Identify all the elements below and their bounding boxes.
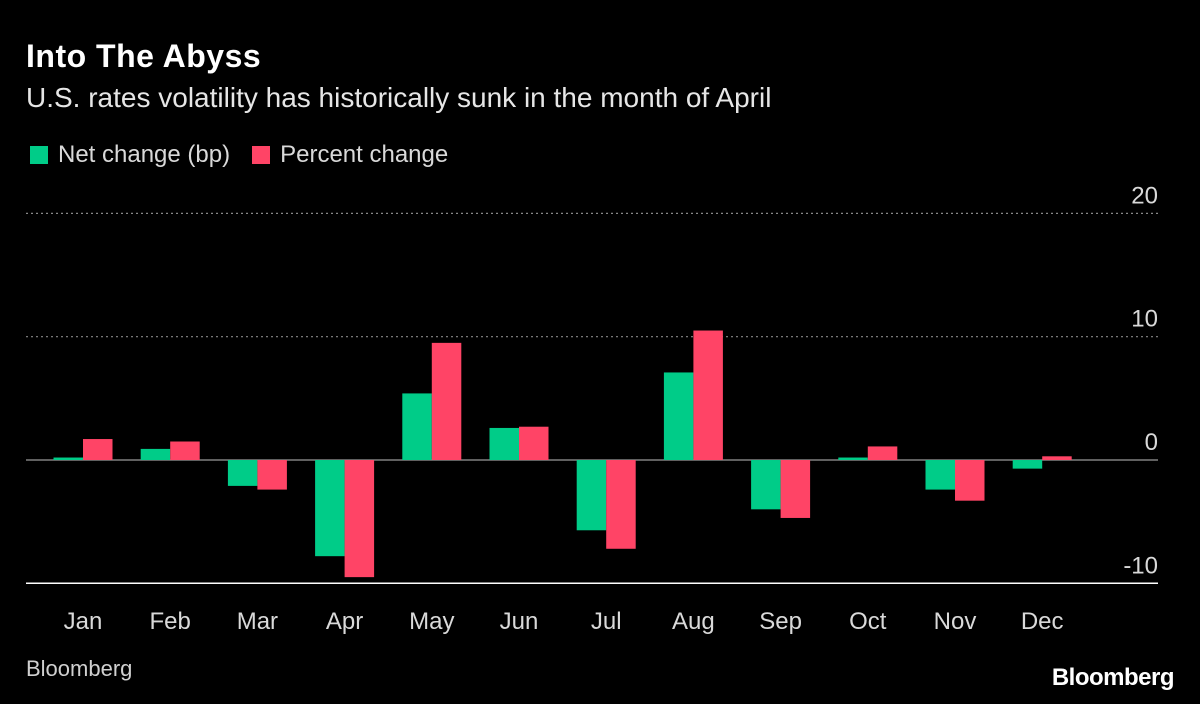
legend-label-percent-change: Percent change xyxy=(280,141,449,168)
x-tick-label: May xyxy=(409,608,454,635)
bar-percent-change-mar xyxy=(257,460,287,490)
bar-net-change-jun xyxy=(489,427,519,460)
y-tick-label: 10 xyxy=(1131,306,1158,333)
bar-percent-change-nov xyxy=(955,460,985,501)
legend: Net change (bp) Percent change xyxy=(30,141,470,169)
x-tick-label: Jul xyxy=(591,608,622,635)
bar-net-change-mar xyxy=(227,460,258,486)
bar-net-change-apr xyxy=(315,460,345,557)
y-tick-label: 20 xyxy=(1131,182,1158,209)
source-note: Bloomberg xyxy=(26,656,133,681)
chart-subtitle: U.S. rates volatility has historically s… xyxy=(26,82,772,113)
bar-net-change-may xyxy=(402,393,432,460)
x-tick-label: Nov xyxy=(934,608,977,635)
legend-item-net-change: Net change (bp) xyxy=(30,141,230,169)
bar-percent-change-jul xyxy=(606,460,636,549)
x-tick-label: Jan xyxy=(64,608,103,635)
bloomberg-logo: Bloomberg xyxy=(1051,664,1175,691)
legend-swatch-percent-change xyxy=(252,146,271,164)
bar-net-change-aug xyxy=(663,372,694,460)
legend-item-percent-change: Percent change xyxy=(252,141,448,169)
bar-net-change-dec xyxy=(1012,460,1043,469)
bar-net-change-feb xyxy=(140,448,171,460)
legend-swatch-net-change xyxy=(30,146,48,164)
bar-percent-change-apr xyxy=(344,460,375,578)
x-tick-label: Oct xyxy=(849,608,887,635)
y-tick-label: -10 xyxy=(1123,552,1158,579)
bar-net-change-oct xyxy=(838,457,868,460)
y-tick-label: 0 xyxy=(1145,429,1158,456)
bar-percent-change-may xyxy=(431,342,462,460)
x-tick-label: Aug xyxy=(672,608,715,635)
bar-net-change-nov xyxy=(925,460,955,490)
bar-percent-change-dec xyxy=(1042,456,1072,460)
bar-net-change-sep xyxy=(751,460,781,510)
x-tick-label: Apr xyxy=(326,608,363,635)
legend-label-net-change: Net change (bp) xyxy=(58,141,231,168)
x-tick-label: Mar xyxy=(237,608,278,635)
chart-title: Into The Abyss xyxy=(26,38,262,74)
bar-percent-change-feb xyxy=(170,441,200,460)
x-tick-label: Jun xyxy=(500,608,539,635)
bar-net-change-jul xyxy=(576,460,607,531)
x-tick-label: Sep xyxy=(759,608,802,635)
bar-percent-change-jun xyxy=(519,426,549,460)
bar-percent-change-jan xyxy=(83,439,113,460)
x-tick-label: Feb xyxy=(150,608,191,635)
bar-percent-change-sep xyxy=(780,460,811,518)
bar-net-change-jan xyxy=(53,457,83,460)
bar-percent-change-oct xyxy=(867,446,898,460)
x-tick-label: Dec xyxy=(1021,608,1064,635)
bar-percent-change-aug xyxy=(693,330,723,460)
